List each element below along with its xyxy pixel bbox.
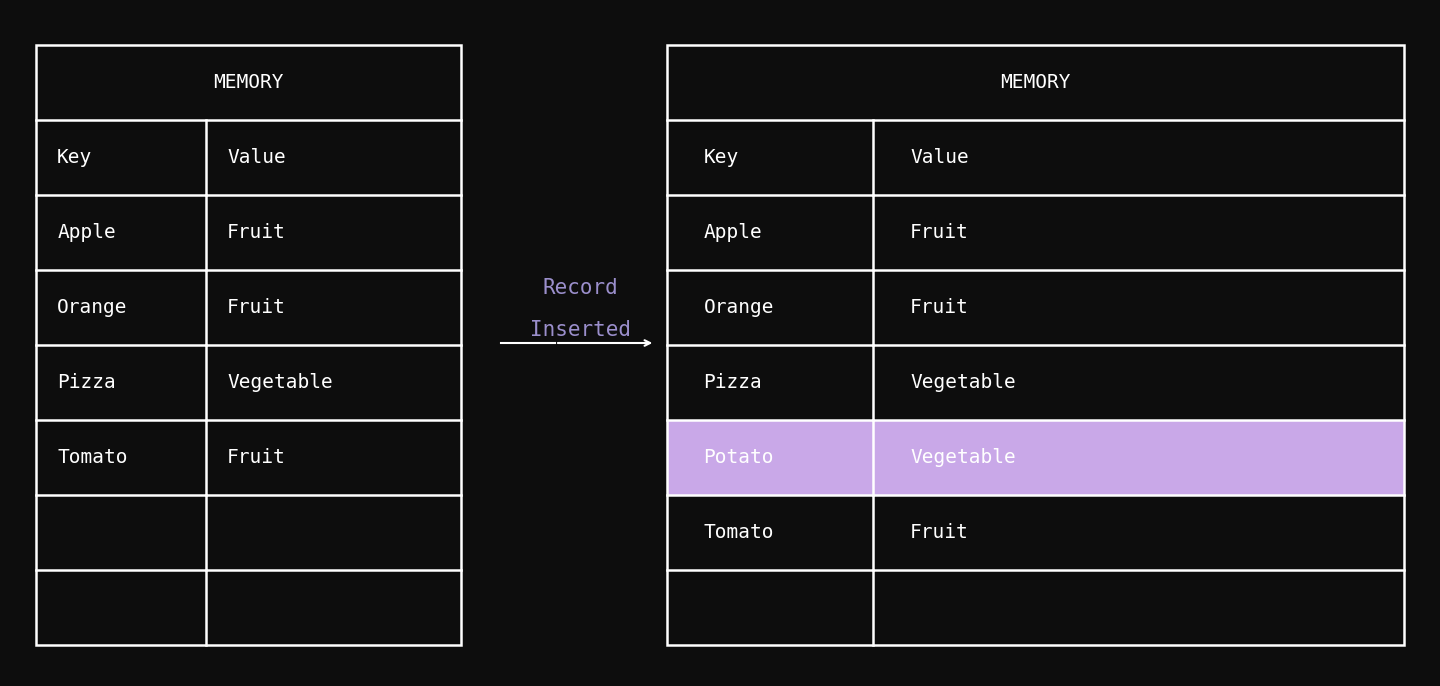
Text: Fruit: Fruit	[910, 298, 969, 317]
Text: MEMORY: MEMORY	[213, 73, 284, 92]
Text: Key: Key	[58, 147, 92, 167]
Text: Apple: Apple	[704, 223, 762, 241]
Text: Pizza: Pizza	[704, 372, 762, 392]
Text: Potato: Potato	[704, 448, 775, 466]
Text: Vegetable: Vegetable	[910, 372, 1015, 392]
Bar	[667, 45, 1404, 645]
Text: MEMORY: MEMORY	[1001, 73, 1070, 92]
Text: Tomato: Tomato	[704, 523, 775, 542]
Text: Orange: Orange	[58, 298, 128, 317]
Text: Value: Value	[910, 147, 969, 167]
Text: Fruit: Fruit	[228, 298, 287, 317]
Text: Vegetable: Vegetable	[228, 372, 333, 392]
Text: Vegetable: Vegetable	[910, 448, 1015, 466]
Text: Fruit: Fruit	[228, 223, 287, 241]
Text: Apple: Apple	[58, 223, 117, 241]
Text: Fruit: Fruit	[910, 523, 969, 542]
Text: Pizza: Pizza	[58, 372, 117, 392]
Text: Record: Record	[543, 279, 618, 298]
Bar	[667, 420, 1404, 495]
Text: Orange: Orange	[704, 298, 775, 317]
Bar	[36, 45, 461, 645]
Text: Fruit: Fruit	[228, 448, 287, 466]
Text: Value: Value	[228, 147, 287, 167]
Text: Tomato: Tomato	[58, 448, 128, 466]
Text: Fruit: Fruit	[910, 223, 969, 241]
Text: Key: Key	[704, 147, 739, 167]
Text: Inserted: Inserted	[530, 320, 631, 340]
